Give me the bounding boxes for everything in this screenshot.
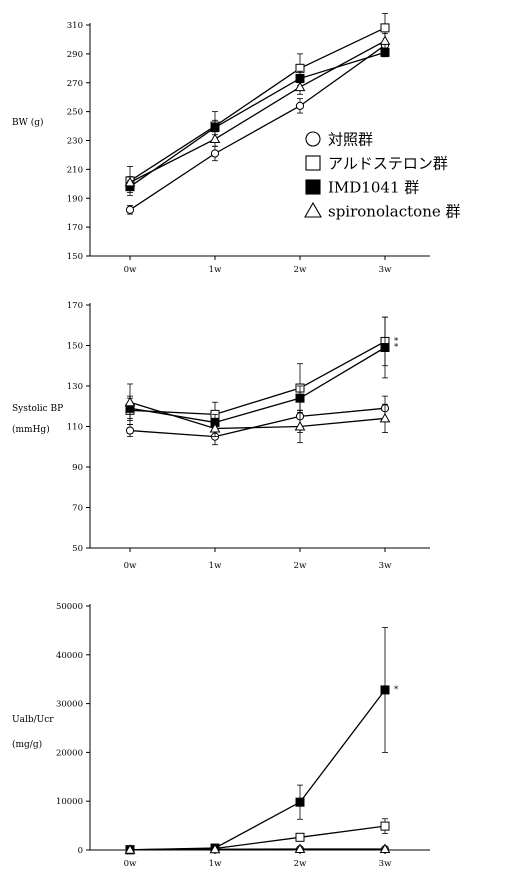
- y-tick-label: 70: [72, 504, 83, 514]
- x-tick-label: 0w: [124, 561, 137, 571]
- x-tick-label: 3w: [379, 265, 392, 275]
- y-tick-label: 270: [67, 79, 83, 89]
- y-tick-label: 150: [67, 342, 83, 352]
- legend-item-aldosterone: アルドステロン群: [306, 155, 448, 173]
- x-tick-label: 3w: [379, 561, 392, 571]
- series-line: [130, 341, 385, 414]
- y-axis-unit: (mg/g): [12, 739, 42, 750]
- series-line: [130, 826, 385, 850]
- y-tick-label: 150: [67, 252, 83, 262]
- y-axis-label: Ualb/Ucr: [12, 715, 54, 725]
- imd1041-point: [296, 394, 304, 402]
- imd1041-point: [381, 686, 389, 694]
- y-axis-unit: (mmHg): [12, 424, 50, 435]
- legend-item-imd1041: IMD1041 群: [306, 179, 419, 197]
- x-tick-label: 0w: [124, 859, 137, 869]
- control-point: [126, 427, 133, 434]
- chart-3: 0 10000 20000 30000 40000 50000 0w 1w 2w 3w Ualb/U…: [12, 602, 430, 869]
- legend-label: 対照群: [328, 131, 373, 149]
- y-tick-label: 110: [67, 423, 83, 433]
- y-tick-label: 40000: [56, 651, 83, 661]
- control-point: [211, 150, 218, 157]
- spironolactone-point: [296, 83, 305, 91]
- spironolactone-point: [381, 36, 390, 44]
- legend-label: IMD1041 群: [328, 179, 419, 197]
- spironolactone-point: [211, 135, 220, 143]
- y-tick-label: 10000: [56, 797, 83, 807]
- series-spironolactone: [126, 384, 390, 443]
- aldosterone-point: [381, 822, 389, 830]
- series-control: [126, 396, 388, 445]
- x-tick-label: 0w: [124, 265, 137, 275]
- y-tick-label: 230: [67, 137, 83, 147]
- significance-mark: *: [394, 685, 399, 695]
- y-tick-label: 190: [67, 194, 83, 204]
- y-tick-label: 290: [67, 50, 83, 60]
- y-axis-label: Systolic BP: [12, 404, 63, 414]
- imd1041-point: [381, 344, 389, 352]
- y-tick-label: 90: [72, 463, 83, 473]
- x-tick-label: 1w: [209, 561, 222, 571]
- y-tick-label: 170: [67, 223, 83, 233]
- series-line: [130, 849, 385, 850]
- y-tick-label: 250: [67, 108, 83, 118]
- aldosterone-point: [296, 833, 304, 841]
- series-line: [130, 690, 385, 850]
- control-point: [296, 102, 303, 109]
- y-tick-label: 130: [67, 382, 83, 392]
- aldosterone-point: [381, 24, 389, 32]
- legend-item-spironolactone: spironolactone 群: [305, 203, 461, 221]
- spironolactone-point: [381, 414, 390, 422]
- chart-2: 50 70 90 110 130 150 170 0w 1w 2w 3w Systolic BP (mm…: [12, 301, 430, 571]
- y-tick-label: 50000: [56, 602, 83, 612]
- y-tick-label: 20000: [56, 748, 83, 758]
- y-tick-label: 50: [72, 544, 83, 554]
- imd1041-point: [381, 48, 389, 56]
- imd1041-point: [296, 798, 304, 806]
- y-axis-label: BW (g): [12, 117, 44, 128]
- legend-label: spironolactone 群: [328, 203, 461, 221]
- x-tick-label: 1w: [209, 265, 222, 275]
- legend-item-control: 対照群: [306, 131, 373, 149]
- y-tick-label: 30000: [56, 700, 83, 710]
- legend-marker-square: [306, 156, 320, 170]
- y-tick-label: 0: [78, 846, 83, 856]
- x-tick-label: 2w: [294, 265, 307, 275]
- series-line: [130, 348, 385, 423]
- x-tick-label: 1w: [209, 859, 222, 869]
- series-line: [130, 402, 385, 428]
- x-tick-label: 2w: [294, 859, 307, 869]
- y-tick-label: 170: [67, 301, 83, 311]
- legend-marker-triangle: [305, 203, 321, 217]
- y-tick-label: 210: [67, 165, 83, 175]
- significance-mark: *: [394, 343, 399, 353]
- imd1041-point: [211, 124, 219, 132]
- y-tick-label: 310: [67, 21, 83, 31]
- x-tick-label: 2w: [294, 561, 307, 571]
- legend-marker-circle: [306, 132, 320, 146]
- control-point: [126, 206, 133, 213]
- legend-marker-filled-square: [306, 180, 320, 194]
- legend-label: アルドステロン群: [328, 155, 448, 173]
- spironolactone-point: [126, 398, 135, 406]
- series-imd1041: [126, 627, 389, 853]
- x-tick-label: 3w: [379, 859, 392, 869]
